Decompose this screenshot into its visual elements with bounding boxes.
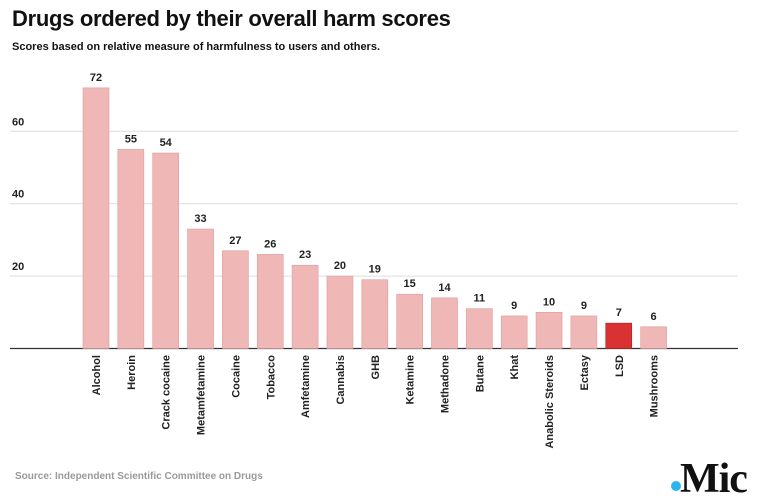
bar-ghb	[361, 279, 389, 349]
bar-cocaine	[222, 250, 249, 349]
bar-ketamine	[396, 293, 423, 349]
bar-alcohol	[82, 87, 110, 349]
category-label: Heroin	[126, 355, 138, 390]
bar-heroin	[117, 149, 145, 349]
bar-metamfetamine	[187, 228, 214, 349]
value-label: 26	[264, 238, 276, 250]
category-label: Cannabis	[335, 355, 347, 405]
bar-khat	[500, 315, 528, 349]
source-note: Source: Independent Scientific Committee…	[15, 471, 263, 482]
category-label: Anabolic Steroids	[544, 355, 556, 449]
category-label: Butane	[474, 355, 486, 392]
value-label: 54	[160, 137, 173, 149]
logo-text: Mic	[680, 456, 747, 496]
bar-methadone	[431, 297, 458, 349]
category-label: Ketamine	[405, 355, 417, 405]
category-label: Alcohol	[91, 355, 103, 395]
bar-amfetamine	[291, 264, 319, 349]
category-label: Methadone	[440, 355, 452, 413]
logo-dot-icon	[671, 481, 681, 491]
category-label: Cocaine	[230, 355, 242, 398]
value-label: 72	[90, 72, 102, 84]
value-label: 20	[334, 260, 346, 272]
value-label: 6	[651, 311, 657, 323]
category-label: Mushrooms	[649, 355, 661, 417]
labels: 20 40 60 72 Alcohol 55 Heroin 54 Crack cocaine 33…	[12, 72, 661, 449]
category-label: Metamfetamine	[196, 355, 208, 435]
value-label: 9	[581, 300, 587, 312]
category-label: LSD	[614, 355, 626, 377]
y-tick-label: 60	[12, 116, 24, 128]
bar-ectasy	[570, 315, 598, 349]
bars	[82, 87, 667, 349]
value-label: 23	[299, 249, 311, 261]
category-label: Tobacco	[265, 355, 277, 400]
chart-subtitle: Scores based on relative measure of harm…	[12, 41, 381, 53]
bar-anabolic-steroids	[535, 311, 563, 349]
value-label: 19	[369, 264, 381, 276]
value-label: 11	[474, 293, 486, 305]
value-label: 7	[616, 307, 622, 319]
y-tick-label: 20	[12, 261, 24, 273]
mic-logo: Mic	[671, 456, 748, 496]
category-label: Ectasy	[579, 354, 591, 390]
value-label: 55	[125, 133, 137, 145]
category-label: Amfetamine	[300, 355, 312, 418]
value-label: 15	[404, 278, 416, 290]
category-label: Khat	[509, 355, 521, 380]
chart-title: Drugs ordered by their overall harm scor…	[12, 6, 451, 31]
bar-mushrooms	[640, 326, 667, 349]
y-tick-label: 40	[12, 189, 24, 201]
bar-cannabis	[326, 275, 354, 349]
category-label: Crack cocaine	[161, 355, 173, 430]
value-label: 27	[229, 235, 241, 247]
bar-crack-cocaine	[152, 152, 179, 349]
value-label: 14	[438, 282, 451, 294]
bar-tobacco	[256, 254, 284, 349]
category-label: GHB	[370, 355, 382, 380]
bar-lsd	[605, 322, 633, 349]
value-label: 10	[543, 296, 555, 308]
value-label: 33	[194, 213, 206, 225]
value-label: 9	[511, 300, 517, 312]
bar-butane	[466, 308, 493, 349]
